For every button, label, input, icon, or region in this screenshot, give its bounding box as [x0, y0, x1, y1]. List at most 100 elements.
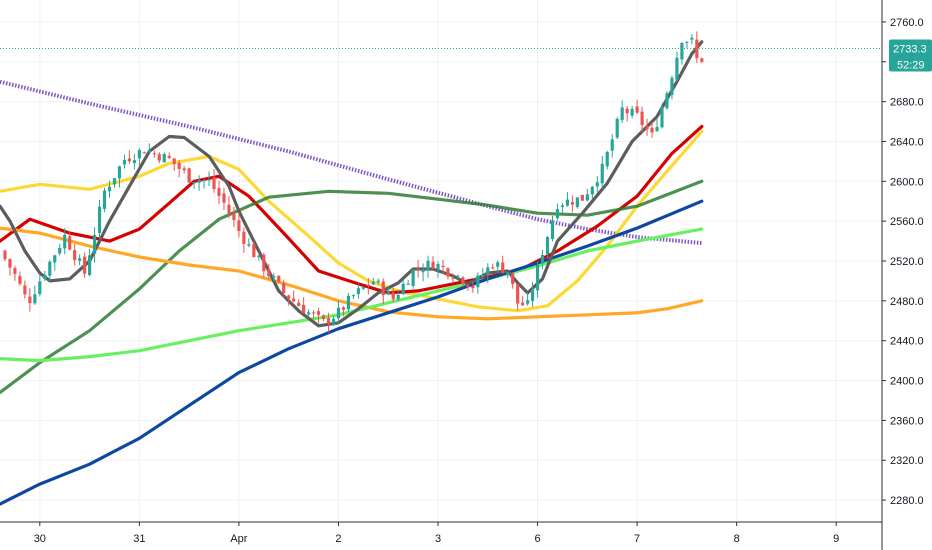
candle	[416, 260, 420, 278]
candle	[262, 252, 266, 278]
candle	[97, 199, 102, 239]
candle-body	[535, 264, 540, 291]
candle-body	[272, 276, 276, 278]
candle	[331, 315, 336, 326]
candle	[152, 150, 156, 158]
candle-body	[366, 284, 370, 287]
candle	[396, 289, 400, 302]
price-axis[interactable]: 2280.0 2320.0 2360.0 2400.0 2440.0 2480.0 2520…	[882, 17, 924, 507]
candle-body	[162, 153, 166, 163]
candle	[600, 156, 604, 190]
candle	[426, 255, 430, 278]
candle	[590, 185, 594, 199]
candle-body	[222, 193, 226, 203]
candle	[127, 150, 132, 164]
candle	[297, 299, 301, 307]
price-tick-label: 2520.0	[890, 256, 924, 268]
candle-body	[287, 295, 291, 299]
candle	[88, 248, 92, 277]
candle-body	[3, 250, 7, 260]
candle-body	[177, 162, 181, 169]
candle-body	[97, 206, 102, 234]
candle	[92, 227, 97, 263]
candle-body	[585, 194, 589, 201]
candle	[302, 297, 306, 314]
candle	[366, 278, 370, 295]
candle	[73, 243, 77, 266]
candle-body	[38, 281, 42, 294]
candle	[122, 154, 127, 169]
candle-body	[476, 275, 480, 288]
candle	[63, 228, 67, 255]
candle-body	[58, 247, 62, 254]
candle	[675, 51, 679, 82]
candle	[287, 294, 291, 306]
candle	[157, 152, 161, 164]
candle-body	[356, 288, 360, 294]
candle	[570, 195, 574, 213]
candle-body	[267, 269, 271, 277]
candle-body	[282, 283, 286, 294]
candle-body	[346, 295, 351, 310]
candle-body	[615, 118, 619, 138]
time-axis[interactable]: 30 31 Apr 2 3 6 7 8 9	[34, 522, 840, 545]
candle	[282, 279, 286, 298]
candle	[635, 99, 639, 115]
candle-body	[107, 186, 112, 192]
candle	[665, 91, 669, 110]
candle	[43, 270, 47, 281]
price-tick-label: 2400.0	[890, 376, 924, 388]
candle-body	[232, 213, 236, 220]
candle	[48, 260, 52, 283]
candle-body	[441, 265, 445, 268]
candle-body	[212, 177, 216, 190]
price-tick-label: 2600.0	[890, 176, 924, 188]
candle	[177, 159, 181, 178]
moving-averages	[0, 40, 704, 506]
candle-body	[521, 302, 525, 306]
candle-body	[78, 258, 82, 261]
candle-body	[431, 261, 435, 269]
candle	[640, 106, 644, 133]
candle-body	[555, 209, 560, 219]
candle	[112, 178, 117, 188]
candle-body	[371, 281, 375, 285]
candle-body	[540, 254, 545, 264]
candle	[58, 243, 62, 256]
candle-body	[351, 295, 355, 297]
candle-body	[590, 186, 594, 195]
candle	[28, 288, 32, 312]
candle	[212, 169, 216, 193]
candle-body	[376, 280, 380, 283]
candle-body	[73, 250, 77, 260]
candle	[555, 203, 560, 221]
candle	[391, 287, 395, 303]
candle-body	[456, 275, 460, 277]
candle-body	[436, 264, 440, 270]
candle-body	[43, 274, 47, 279]
candle	[650, 121, 654, 138]
candle	[8, 258, 12, 276]
price-tick-label: 2440.0	[890, 336, 924, 348]
candle-body	[690, 37, 694, 40]
candle	[147, 143, 151, 154]
candle	[227, 196, 231, 219]
candle-body	[297, 302, 301, 306]
candle-body	[167, 155, 171, 158]
time-tick-label: 9	[833, 533, 839, 545]
candle-body	[331, 318, 336, 325]
candle-body	[516, 283, 520, 304]
candle	[13, 265, 17, 281]
candle-body	[307, 312, 311, 315]
candle	[545, 236, 550, 259]
price-tick-label: 2640.0	[890, 136, 924, 148]
candle	[585, 188, 589, 202]
candle-body	[207, 179, 211, 181]
candle	[132, 153, 136, 170]
candle	[501, 255, 505, 274]
time-tick-label: 6	[534, 533, 540, 545]
candle-body	[411, 269, 415, 286]
price-tick-label: 2480.0	[890, 296, 924, 308]
candle	[451, 273, 455, 284]
